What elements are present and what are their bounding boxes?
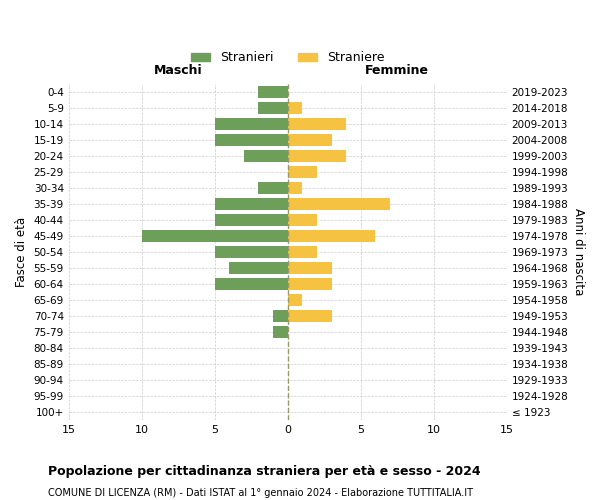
- Bar: [142, 230, 287, 242]
- Bar: [287, 198, 390, 210]
- Bar: [244, 150, 287, 162]
- Bar: [287, 102, 302, 114]
- Bar: [215, 118, 287, 130]
- Text: COMUNE DI LICENZA (RM) - Dati ISTAT al 1° gennaio 2024 - Elaborazione TUTTITALIA: COMUNE DI LICENZA (RM) - Dati ISTAT al 1…: [48, 488, 473, 498]
- Bar: [259, 182, 287, 194]
- Text: Popolazione per cittadinanza straniera per età e sesso - 2024: Popolazione per cittadinanza straniera p…: [48, 465, 481, 478]
- Bar: [287, 182, 302, 194]
- Y-axis label: Fasce di età: Fasce di età: [15, 217, 28, 287]
- Y-axis label: Anni di nascita: Anni di nascita: [572, 208, 585, 296]
- Bar: [287, 214, 317, 226]
- Bar: [287, 134, 331, 146]
- Bar: [215, 214, 287, 226]
- Bar: [287, 150, 346, 162]
- Bar: [287, 166, 317, 178]
- Legend: Stranieri, Straniere: Stranieri, Straniere: [186, 46, 389, 70]
- Bar: [215, 246, 287, 258]
- Bar: [215, 198, 287, 210]
- Bar: [287, 278, 331, 290]
- Bar: [287, 294, 302, 306]
- Bar: [259, 102, 287, 114]
- Bar: [229, 262, 287, 274]
- Bar: [273, 326, 287, 338]
- Bar: [259, 86, 287, 98]
- Bar: [215, 278, 287, 290]
- Text: Maschi: Maschi: [154, 64, 202, 77]
- Bar: [287, 246, 317, 258]
- Text: Femmine: Femmine: [365, 64, 429, 77]
- Bar: [287, 310, 331, 322]
- Bar: [287, 118, 346, 130]
- Bar: [273, 310, 287, 322]
- Bar: [287, 262, 331, 274]
- Bar: [287, 230, 376, 242]
- Bar: [215, 134, 287, 146]
